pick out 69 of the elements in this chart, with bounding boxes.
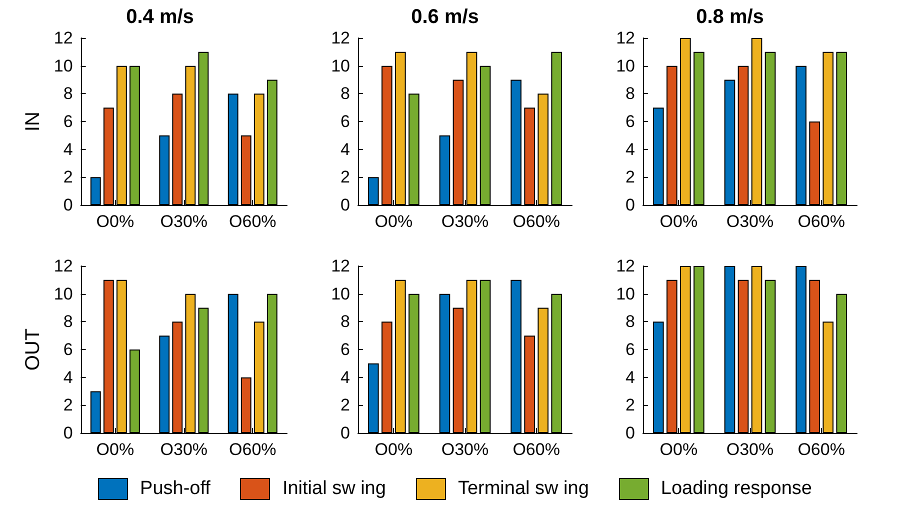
y-tick-label: 6	[340, 340, 350, 359]
y-tick-label: 12	[54, 256, 73, 276]
y-tick-label: 6	[626, 112, 635, 131]
x-tick-label: O60%	[229, 212, 276, 231]
y-tick-label: 10	[54, 56, 73, 76]
y-axis-title: OUT	[22, 328, 44, 371]
y-tick-label: 0	[626, 196, 635, 214]
y-tick-label: 4	[626, 368, 635, 387]
legend-label: Terminal sw ing	[458, 478, 589, 500]
y-tick-label: 6	[626, 340, 635, 359]
y-tick-label: 0	[626, 424, 635, 442]
y-tick-label: 4	[340, 140, 350, 159]
y-tick-label: 4	[63, 368, 73, 387]
y-tick-label: 2	[63, 396, 73, 415]
y-tick-label: 12	[331, 28, 350, 48]
y-tick-label: 8	[340, 84, 350, 104]
x-tick-label: O30%	[160, 212, 208, 231]
y-tick-label: 6	[63, 112, 73, 131]
y-tick-label: 4	[63, 140, 73, 159]
y-tick-label: 10	[616, 284, 635, 304]
y-tick-label: 2	[340, 396, 350, 415]
y-tick-label: 10	[54, 284, 73, 304]
x-tick-label: O0%	[374, 440, 413, 459]
x-tick-label: O30%	[160, 440, 208, 459]
y-tick-label: 8	[626, 312, 635, 332]
y-tick-label: 10	[331, 56, 350, 76]
y-tick-label: 12	[54, 28, 73, 48]
y-tick-label: 8	[340, 312, 350, 332]
legend-label: Push-off	[140, 478, 210, 500]
x-tick-label: O0%	[374, 212, 413, 231]
y-tick-label: 8	[63, 84, 73, 104]
y-tick-label: 8	[626, 84, 635, 104]
x-tick-label: O60%	[512, 212, 560, 231]
y-tick-label: 2	[626, 168, 635, 187]
x-tick-label: O60%	[798, 212, 845, 231]
x-tick-label: O30%	[726, 440, 774, 459]
y-tick-label: 0	[340, 196, 350, 214]
x-tick-label: O30%	[441, 440, 489, 459]
y-tick-label: 0	[63, 424, 73, 442]
y-tick-label: 4	[626, 140, 635, 159]
y-tick-label: 12	[616, 28, 635, 48]
x-tick-label: O60%	[512, 440, 560, 459]
y-tick-label: 12	[331, 256, 350, 276]
x-tick-label: O60%	[798, 440, 845, 459]
y-tick-label: 2	[63, 168, 73, 187]
y-tick-label: 0	[63, 196, 73, 214]
x-tick-label: O0%	[96, 212, 134, 231]
y-tick-label: 10	[331, 284, 350, 304]
y-tick-label: 6	[63, 340, 73, 359]
x-tick-label: O30%	[441, 212, 489, 231]
y-tick-label: 10	[616, 56, 635, 76]
x-tick-label: O60%	[229, 440, 276, 459]
legend-label: Loading response	[660, 478, 812, 500]
x-tick-label: O0%	[660, 440, 698, 459]
legend-label: Initial sw ing	[282, 478, 386, 500]
chart-title: 0.6 m/s	[411, 6, 479, 28]
x-tick-label: O0%	[96, 440, 134, 459]
y-tick-label: 2	[340, 168, 350, 187]
chart-title: 0.8 m/s	[696, 6, 764, 28]
x-tick-label: O0%	[660, 212, 698, 231]
y-tick-label: 4	[340, 368, 350, 387]
y-tick-label: 8	[63, 312, 73, 332]
y-tick-label: 2	[626, 396, 635, 415]
y-tick-label: 0	[340, 424, 350, 442]
y-axis-title: IN	[22, 112, 44, 132]
chart-title: 0.4 m/s	[126, 6, 194, 28]
y-tick-label: 6	[340, 112, 350, 131]
y-tick-label: 12	[616, 256, 635, 276]
x-tick-label: O30%	[726, 212, 774, 231]
